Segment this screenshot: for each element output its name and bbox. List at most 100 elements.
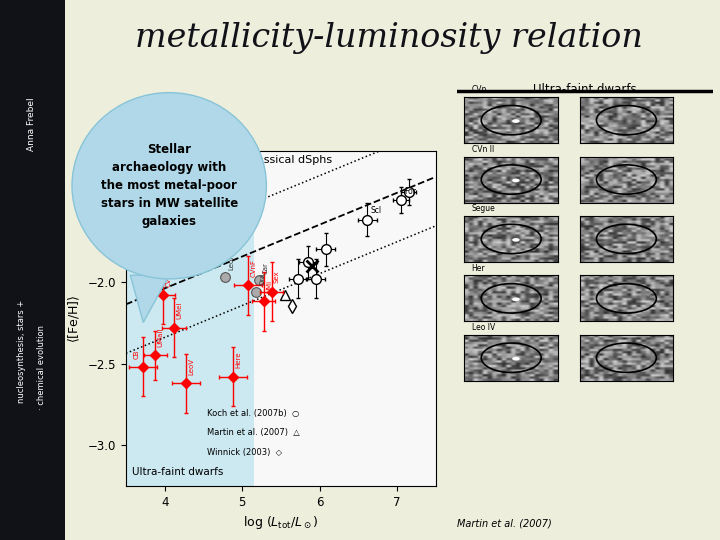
Point bbox=[421, 482, 433, 491]
Point bbox=[302, 107, 313, 116]
Point bbox=[12, 214, 24, 222]
Point bbox=[354, 89, 366, 97]
Point bbox=[689, 368, 701, 377]
Text: Koch et al. (2007a): Koch et al. (2007a) bbox=[132, 203, 218, 212]
Point bbox=[11, 53, 22, 62]
Point bbox=[590, 24, 602, 32]
Point bbox=[618, 83, 629, 91]
Point bbox=[254, 86, 266, 94]
Point bbox=[44, 463, 55, 471]
Point bbox=[32, 54, 44, 63]
Point bbox=[603, 374, 614, 383]
Point bbox=[197, 117, 209, 126]
Point bbox=[328, 359, 339, 367]
Point bbox=[432, 510, 444, 519]
Point bbox=[2, 21, 14, 30]
Point bbox=[600, 52, 611, 61]
Point bbox=[696, 91, 708, 100]
Point bbox=[598, 2, 609, 10]
Text: Ultra-faint dwarfs: Ultra-faint dwarfs bbox=[533, 83, 636, 96]
Point bbox=[325, 52, 336, 60]
Point bbox=[331, 456, 343, 465]
Point bbox=[233, 89, 244, 98]
Point bbox=[647, 479, 658, 488]
Point bbox=[190, 382, 202, 391]
Point bbox=[187, 39, 199, 48]
Point bbox=[476, 181, 487, 190]
Point bbox=[528, 94, 539, 103]
Point bbox=[469, 420, 480, 428]
Point bbox=[255, 421, 266, 430]
Point bbox=[242, 53, 253, 62]
Point bbox=[370, 341, 382, 349]
Polygon shape bbox=[130, 275, 169, 322]
Point bbox=[369, 267, 381, 276]
Point bbox=[389, 25, 400, 33]
Point bbox=[407, 125, 418, 133]
Text: CVnII: CVnII bbox=[166, 269, 171, 287]
Point bbox=[148, 37, 159, 46]
Text: Anna Frebel: Anna Frebel bbox=[27, 97, 36, 151]
Point bbox=[408, 282, 420, 291]
Point bbox=[0, 480, 12, 488]
Text: Ultra-faint dwarfs: Ultra-faint dwarfs bbox=[132, 467, 224, 477]
Point bbox=[348, 20, 359, 29]
Point bbox=[102, 365, 113, 374]
Point bbox=[160, 471, 171, 480]
Point bbox=[451, 112, 462, 120]
Text: Koch et al. (2007b)  ○: Koch et al. (2007b) ○ bbox=[207, 409, 300, 418]
Point bbox=[576, 430, 588, 438]
Point bbox=[568, 375, 580, 383]
Point bbox=[554, 359, 566, 368]
Point bbox=[486, 308, 498, 317]
Point bbox=[682, 78, 693, 87]
Point bbox=[269, 410, 280, 418]
Point bbox=[156, 29, 167, 38]
Point bbox=[419, 531, 431, 539]
Point bbox=[228, 213, 239, 221]
Point bbox=[262, 306, 274, 315]
Point bbox=[89, 505, 100, 514]
Point bbox=[557, 0, 569, 5]
Point bbox=[298, 195, 310, 204]
Point bbox=[556, 364, 567, 373]
Point bbox=[115, 273, 127, 282]
Y-axis label: $\langle$[Fe/H]$\rangle$: $\langle$[Fe/H]$\rangle$ bbox=[67, 294, 82, 343]
Point bbox=[344, 129, 356, 137]
Point bbox=[378, 245, 390, 253]
Point bbox=[698, 431, 710, 440]
Point bbox=[479, 139, 490, 147]
Text: Boo: Boo bbox=[192, 249, 199, 262]
Point bbox=[382, 344, 393, 353]
Circle shape bbox=[512, 298, 520, 301]
Text: · chemical evolution: · chemical evolution bbox=[37, 325, 46, 410]
Text: metallicity-luminosity relation: metallicity-luminosity relation bbox=[135, 22, 643, 54]
Point bbox=[142, 10, 153, 19]
Point bbox=[534, 151, 546, 160]
Point bbox=[355, 332, 366, 340]
Point bbox=[116, 320, 127, 329]
Point bbox=[114, 4, 125, 12]
Point bbox=[125, 99, 136, 108]
Circle shape bbox=[512, 238, 520, 242]
Point bbox=[665, 185, 676, 193]
Point bbox=[542, 253, 554, 261]
Point bbox=[0, 485, 11, 494]
Point bbox=[662, 181, 673, 190]
Point bbox=[427, 130, 438, 138]
Text: this work: this work bbox=[132, 173, 174, 183]
Text: Martin et al. (2007): Martin et al. (2007) bbox=[457, 518, 552, 529]
Point bbox=[549, 476, 561, 485]
Point bbox=[117, 532, 128, 540]
Point bbox=[626, 85, 637, 94]
Text: UMaII: UMaII bbox=[158, 328, 163, 347]
Text: Segue: Segue bbox=[472, 204, 495, 213]
Point bbox=[390, 509, 402, 517]
Point bbox=[325, 136, 336, 144]
Point bbox=[91, 508, 103, 516]
Point bbox=[12, 241, 23, 249]
Point bbox=[426, 33, 438, 42]
Point bbox=[334, 288, 346, 297]
Point bbox=[709, 446, 720, 455]
Point bbox=[515, 449, 526, 458]
